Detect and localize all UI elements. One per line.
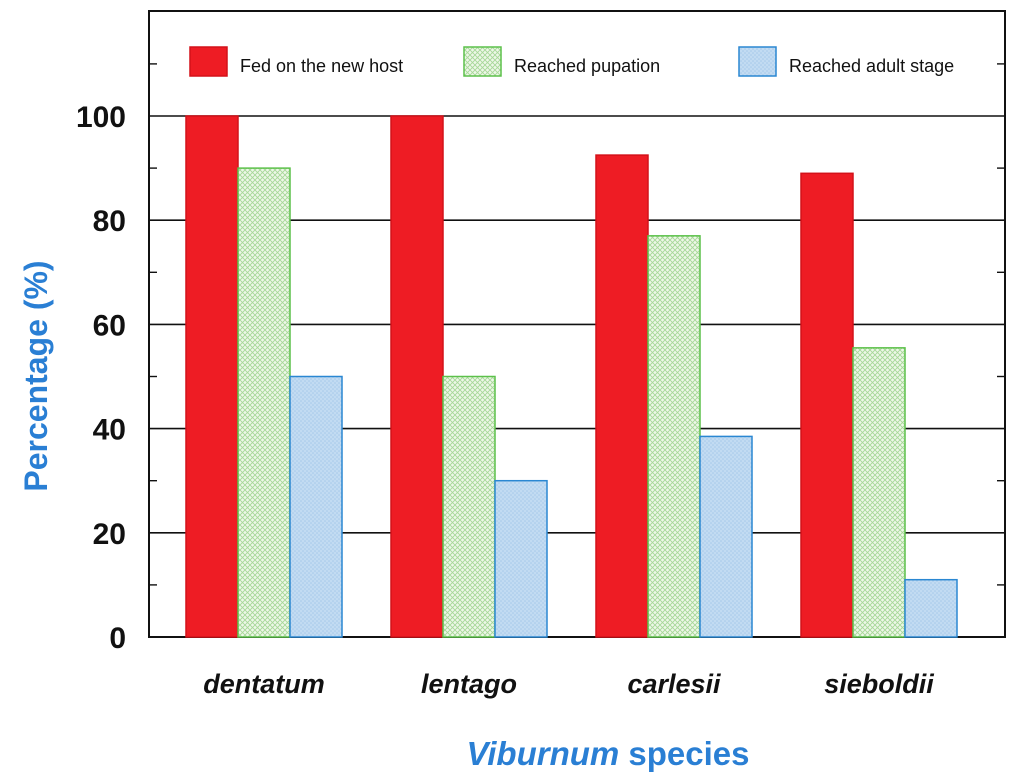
x-axis-title: Viburnum species xyxy=(466,735,749,772)
x-tick-labels: dentatum lentago carlesii sieboldii xyxy=(203,669,934,699)
y-tick-100: 100 xyxy=(76,101,126,134)
x-tick-dentatum: dentatum xyxy=(203,669,325,699)
bar-dentatum-adult xyxy=(289,375,343,638)
x-axis-title-rest: species xyxy=(619,735,749,772)
legend-label-adult: Reached adult stage xyxy=(789,56,954,76)
y-tick-20: 20 xyxy=(93,518,126,551)
y-tick-40: 40 xyxy=(93,414,126,447)
x-tick-carlesii: carlesii xyxy=(627,669,721,699)
bar-lentago-pupation xyxy=(442,375,496,638)
legend-label-fed: Fed on the new host xyxy=(240,56,403,76)
y-tick-0: 0 xyxy=(109,622,126,655)
bar-lentago-fed xyxy=(390,115,444,638)
legend-swatch-pupation xyxy=(463,46,502,77)
bar-sieboldii-adult xyxy=(904,578,958,638)
bars xyxy=(185,115,958,638)
minor-ticks xyxy=(149,63,1005,586)
legend-label-pupation: Reached pupation xyxy=(514,56,660,76)
legend-swatch-fed xyxy=(189,46,228,77)
bar-sieboldii-pupation xyxy=(852,347,906,638)
legend-swatch-adult xyxy=(738,46,777,77)
bar-sieboldii-fed xyxy=(800,172,854,638)
bar-dentatum-fed xyxy=(185,115,239,638)
bar-lentago-adult xyxy=(494,479,548,638)
y-axis-title: Percentage (%) xyxy=(18,260,54,491)
bar-dentatum-pupation xyxy=(237,167,291,638)
y-tick-80: 80 xyxy=(93,205,126,238)
y-tick-60: 60 xyxy=(93,309,126,342)
x-axis-title-genus: Viburnum xyxy=(466,735,619,772)
bar-carlesii-fed xyxy=(595,154,649,638)
bar-carlesii-pupation xyxy=(647,235,701,638)
bar-carlesii-adult xyxy=(699,435,753,638)
x-tick-lentago: lentago xyxy=(421,669,517,699)
y-tick-labels: 0 20 40 60 80 100 xyxy=(76,101,126,655)
legend: Fed on the new host Reached pupation Rea… xyxy=(189,46,954,77)
x-tick-sieboldii: sieboldii xyxy=(824,669,934,699)
